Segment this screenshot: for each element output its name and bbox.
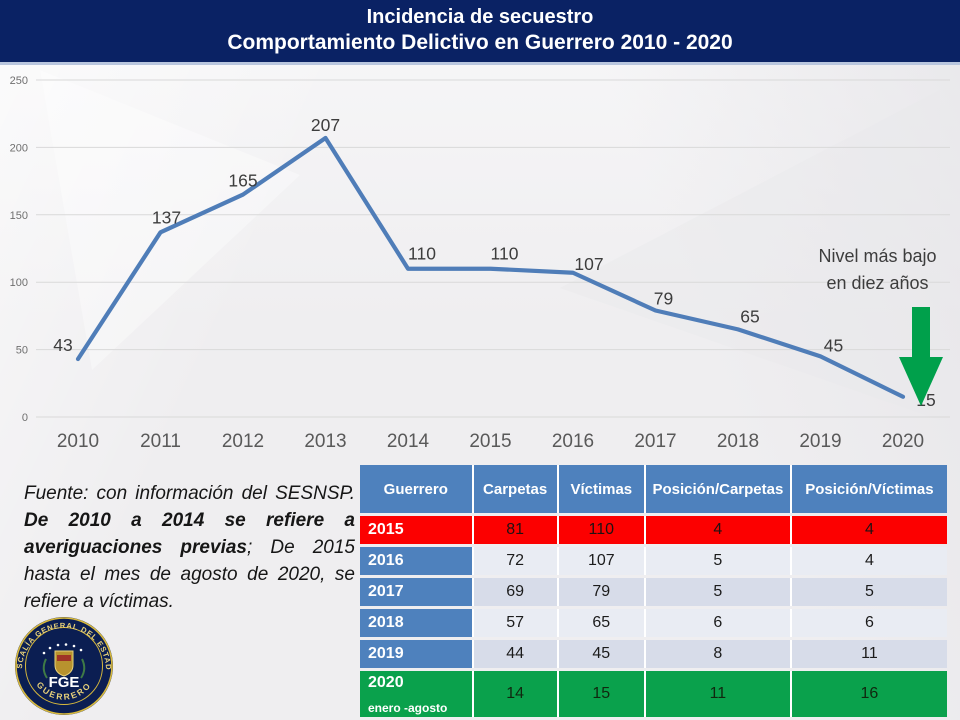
series-line	[75, 135, 906, 399]
value-cell-2016-1: 107	[558, 547, 646, 575]
value-cell-2015-1: 110	[558, 516, 646, 544]
slide-title-bar: Incidencia de secuestro Comportamiento D…	[0, 0, 960, 65]
value-cell-2017-3: 5	[791, 578, 947, 606]
value-cell-2018-2: 6	[645, 609, 792, 637]
data-label: 45	[824, 335, 843, 355]
source-prefix: Fuente: con información del SESNSP.	[24, 483, 355, 504]
source-text: Fuente: con información del SESNSP. De 2…	[24, 481, 355, 616]
data-label: 165	[228, 171, 257, 191]
annotation-line1: Nivel más bajo	[818, 246, 937, 266]
y-tick-label: 150	[10, 210, 28, 222]
table-header-0: Guerrero	[360, 465, 474, 513]
source-bold-segment: De 2010 a 2014 se refiere a averiguacion…	[24, 509, 355, 558]
x-tick-label: 2014	[387, 431, 430, 452]
table-header-row: Guerrero Carpetas Víctimas Posición/Carpeta…	[360, 465, 947, 513]
x-tick-label: 2020	[882, 431, 924, 452]
fge-logo: FISCALÍA GENERAL DEL ESTADO GUERRERO FGE	[13, 615, 113, 715]
slide-title-line2: Comportamiento Delictivo en Guerrero 201…	[227, 31, 733, 55]
value-cell-2017-0: 69	[473, 578, 559, 606]
year-sub-label: enero -agosto	[368, 701, 448, 715]
data-label: 207	[311, 115, 340, 135]
table-header-2: Víctimas	[558, 465, 646, 513]
x-tick-label: 2017	[634, 431, 676, 452]
x-tick-label: 2012	[222, 431, 264, 452]
annotation-line2: en diez años	[826, 273, 929, 293]
value-cell-2020-1: 15	[558, 671, 646, 717]
value-cell-2018-0: 57	[473, 609, 559, 637]
value-cell-2016-0: 72	[473, 547, 559, 575]
x-tick-label: 2013	[304, 431, 346, 452]
source-suffix: ; De 2015 hasta el mes de agosto de 2020…	[24, 536, 355, 612]
logo-crest	[42, 643, 86, 679]
value-cell-2019-3: 11	[791, 640, 947, 668]
year-cell-2016: 2016	[360, 547, 474, 575]
table-row-2018: 2018 57 65 6 6	[360, 609, 947, 637]
data-label: 79	[654, 289, 673, 309]
value-cell-2019-2: 8	[645, 640, 792, 668]
value-cell-2016-3: 4	[791, 547, 947, 575]
data-label: 110	[491, 244, 519, 264]
y-tick-label: 100	[10, 277, 28, 289]
data-label: 65	[740, 306, 759, 326]
value-cell-2020-0: 14	[473, 671, 559, 717]
table-row-2019: 2019 44 45 8 11	[360, 640, 947, 668]
table-header-1: Carpetas	[473, 465, 559, 513]
annotation-lowest-level: Nivel más bajo en diez años	[795, 243, 960, 297]
year-cell-2020: 2020 enero -agosto	[360, 671, 474, 717]
table-row-2016: 2016 72 107 5 4	[360, 547, 947, 575]
x-tick-label: 2010	[57, 431, 99, 452]
year-cell-2015: 2015	[360, 516, 474, 544]
value-cell-2017-2: 5	[645, 578, 792, 606]
data-label: 137	[152, 207, 181, 227]
table-header-4: Posición/Víctimas	[791, 465, 947, 513]
x-tick-label: 2016	[552, 431, 594, 452]
x-tick-label: 2019	[799, 431, 841, 452]
value-cell-2015-3: 4	[791, 516, 947, 544]
value-cell-2019-0: 44	[473, 640, 559, 668]
down-arrow-icon	[899, 307, 943, 406]
y-tick-label: 0	[22, 412, 28, 424]
x-tick-label: 2015	[469, 431, 511, 452]
value-cell-2017-1: 79	[558, 578, 646, 606]
value-cell-2018-1: 65	[558, 609, 646, 637]
data-label: 43	[53, 335, 72, 355]
year-cell-2017: 2017	[360, 578, 474, 606]
table-row-2020: 2020 enero -agosto 14 15 11 16	[360, 671, 947, 717]
value-cell-2016-2: 5	[645, 547, 792, 575]
table-row-2015: 2015 81 110 4 4	[360, 516, 947, 544]
value-cell-2019-1: 45	[558, 640, 646, 668]
year-cell-2019: 2019	[360, 640, 474, 668]
data-label: 107	[574, 254, 603, 274]
y-tick-label: 250	[10, 75, 28, 87]
value-cell-2015-2: 4	[645, 516, 792, 544]
x-tick-label: 2011	[140, 431, 181, 452]
y-tick-label: 200	[10, 142, 28, 154]
table-header-3: Posición/Carpetas	[645, 465, 792, 513]
data-label: 110	[408, 244, 436, 264]
year-cell-2018: 2018	[360, 609, 474, 637]
value-cell-2020-2: 11	[645, 671, 792, 717]
value-cell-2020-3: 16	[791, 671, 947, 717]
x-tick-label: 2018	[717, 431, 759, 452]
y-tick-label: 50	[16, 345, 28, 357]
table-row-2017: 2017 69 79 5 5	[360, 578, 947, 606]
logo-abbr-text: FGE	[49, 674, 80, 691]
ranking-table: Guerrero Carpetas Víctimas Posición/Carpeta…	[360, 462, 947, 720]
value-cell-2018-3: 6	[791, 609, 947, 637]
slide-title-line1: Incidencia de secuestro	[366, 6, 594, 29]
value-cell-2015-0: 81	[473, 516, 559, 544]
